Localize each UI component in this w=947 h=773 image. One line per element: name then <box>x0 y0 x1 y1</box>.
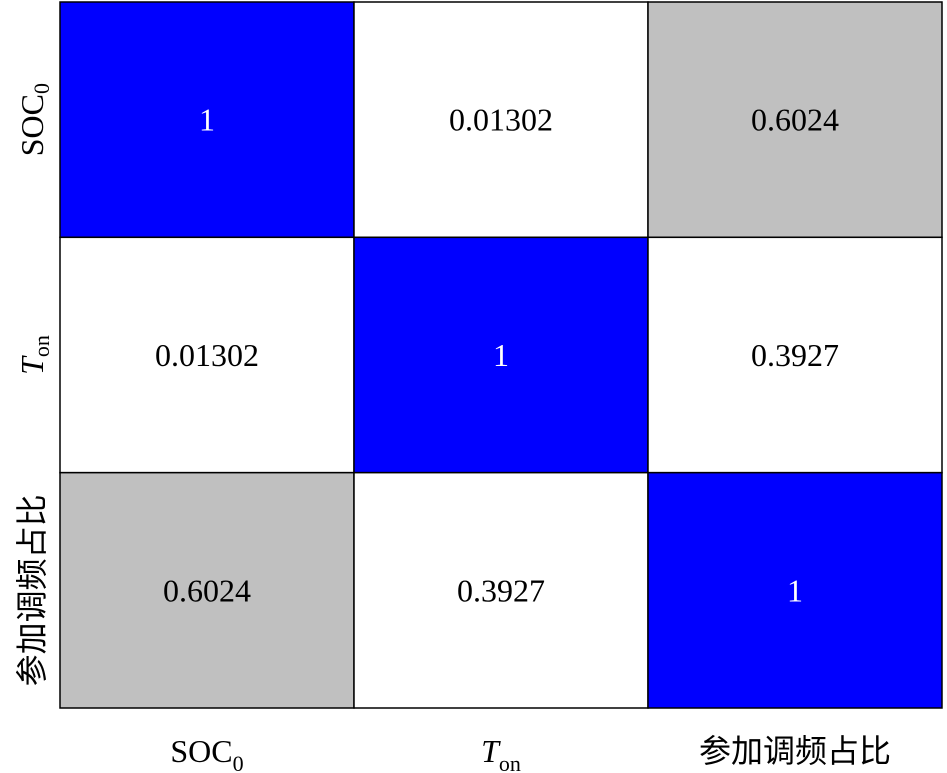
y-tick-label: Ton <box>14 335 54 375</box>
y-tick-group: Ton <box>14 335 54 375</box>
cell-value-label: 0.6024 <box>163 572 251 608</box>
heatmap-cells: 1 0.01302 0.6024 0.01302 1 0.3927 0.6024 0.3927… <box>59 1 943 709</box>
y-tick-group: 参加调频占比 <box>14 494 50 686</box>
cell-value-label: 1 <box>493 337 509 373</box>
x-tick-label: SOC0 <box>170 733 243 773</box>
x-tick-labels: SOC0 Ton 参加调频占比 <box>170 733 891 773</box>
heatmap-cell <box>353 236 649 474</box>
heatmap-cell <box>353 471 649 709</box>
y-tick-label: SOC0 <box>14 83 54 156</box>
x-tick-label: Ton <box>481 733 521 773</box>
cell-value-label: 0.01302 <box>155 337 259 373</box>
x-tick-label: 参加调频占比 <box>699 733 891 769</box>
cell-value-label: 0.01302 <box>449 102 553 138</box>
heatmap-cell <box>59 471 355 709</box>
heatmap-cell <box>59 1 355 239</box>
cell-value-label: 0.6024 <box>751 102 839 138</box>
cell-value-label: 1 <box>199 102 215 138</box>
heatmap-cell <box>59 236 355 474</box>
y-tick-labels: SOC0 Ton 参加调频占比 <box>14 83 54 686</box>
cell-value-label: 1 <box>787 572 803 608</box>
heatmap-cell <box>647 471 943 709</box>
cell-value-label: 0.3927 <box>457 572 545 608</box>
heatmap-cell <box>647 1 943 239</box>
cell-value-label: 0.3927 <box>751 337 839 373</box>
heatmap-cell <box>353 1 649 239</box>
y-tick-group: SOC0 <box>14 83 54 156</box>
y-tick-label: 参加调频占比 <box>14 494 50 686</box>
heatmap-cell <box>647 236 943 474</box>
